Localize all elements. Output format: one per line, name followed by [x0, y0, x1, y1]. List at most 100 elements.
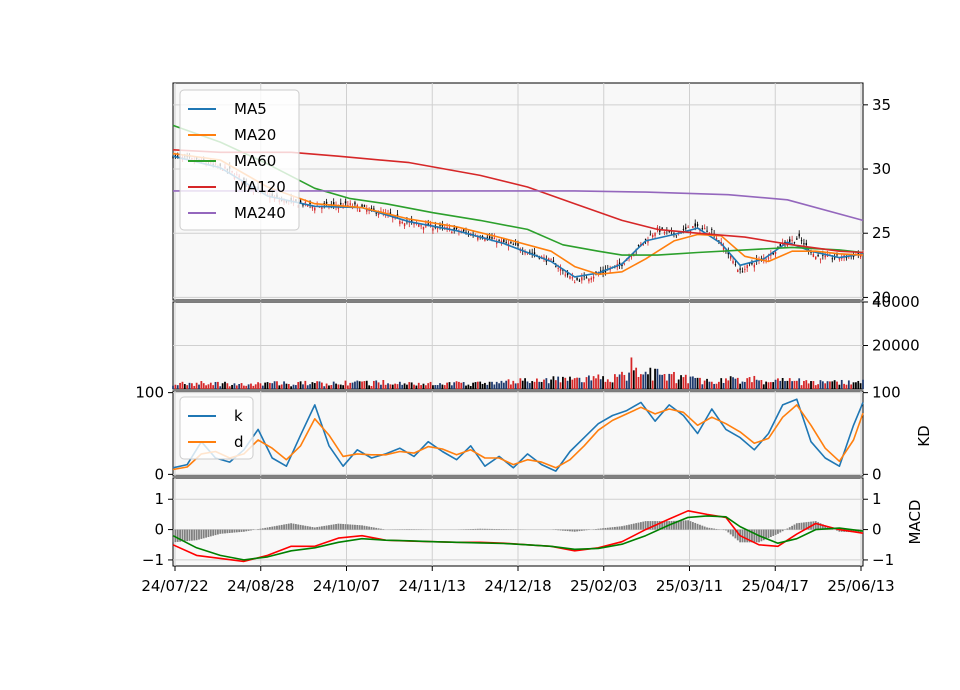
- volume-bar: [604, 381, 607, 389]
- volume-bar: [469, 386, 472, 389]
- volume-bar: [748, 377, 751, 389]
- macd-hist-bar: [198, 529, 200, 540]
- volume-bar: [358, 381, 361, 389]
- macd-hist-bar: [696, 523, 699, 530]
- macd-hist-bar: [191, 529, 193, 541]
- macd-left-tick-label-0: −1: [142, 551, 164, 569]
- candle-body: [172, 155, 174, 159]
- volume-bar: [713, 383, 716, 389]
- volume-bar: [644, 371, 647, 389]
- macd-hist-bar: [361, 525, 363, 530]
- macd-hist-bar: [212, 529, 215, 536]
- volume-bar: [394, 383, 397, 389]
- volume-bar: [519, 378, 522, 389]
- volume-bar: [613, 374, 616, 389]
- candle-body: [453, 227, 455, 230]
- macd-hist-bar: [725, 529, 727, 531]
- volume-bar: [420, 385, 423, 389]
- macd-hist-bar: [181, 529, 184, 542]
- legend-label-ma120: MA120: [234, 178, 286, 196]
- volume-bar: [592, 376, 595, 389]
- candle-body: [366, 208, 368, 212]
- candle-body: [299, 200, 302, 204]
- volume-bar: [276, 381, 278, 389]
- volume-bar: [606, 379, 609, 389]
- volume-bar: [746, 378, 749, 389]
- macd-hist-bar: [273, 526, 276, 530]
- candle-body: [399, 220, 401, 224]
- volume-bar: [852, 382, 855, 389]
- candle-body: [373, 208, 375, 210]
- candle-body: [732, 260, 734, 264]
- macd-hist-bar: [781, 529, 784, 532]
- volume-bar: [219, 386, 222, 389]
- volume-bar: [814, 385, 817, 389]
- candle-body: [751, 262, 753, 265]
- macd-hist-bar: [817, 522, 820, 530]
- volume-bar: [465, 385, 467, 389]
- macd-hist-bar: [330, 524, 333, 530]
- macd-hist-bar: [302, 525, 304, 530]
- volume-bar: [476, 381, 479, 389]
- macd-hist-bar: [486, 528, 489, 530]
- candle-body: [753, 264, 756, 268]
- volume-bar: [387, 383, 389, 389]
- legend-box: [179, 396, 254, 460]
- volume-bar: [311, 382, 314, 389]
- x-tick-label-6: 25/03/11: [656, 577, 723, 595]
- macd-hist-bar: [569, 529, 571, 532]
- volume-bar: [226, 383, 229, 389]
- volume-bar: [656, 368, 659, 389]
- volume-bar: [829, 381, 831, 389]
- candle-body: [571, 277, 574, 279]
- candle-body: [796, 238, 798, 240]
- macd-hist-bar: [479, 528, 482, 530]
- macd-hist-bar: [297, 524, 300, 530]
- macd-hist-bar: [566, 529, 569, 532]
- kd-axis-label: KD: [915, 425, 933, 446]
- candle-body: [401, 222, 403, 224]
- volume-bar: [599, 379, 602, 389]
- macd-hist-bar: [200, 529, 203, 539]
- macd-hist-bar: [701, 525, 704, 530]
- macd-y-ticks: −1 0 1: [863, 490, 894, 569]
- volume-bar: [736, 377, 739, 389]
- macd-hist-bar: [578, 529, 581, 532]
- macd-hist-bar: [339, 523, 342, 530]
- volume-bar: [254, 384, 257, 389]
- volume-bar: [632, 370, 635, 389]
- macd-hist-bar: [176, 529, 179, 542]
- macd-hist-bar: [684, 520, 687, 530]
- macd-hist-bar: [779, 529, 782, 533]
- legend-label-ma5: MA5: [234, 100, 267, 118]
- volume-bar: [299, 381, 302, 389]
- candle-body: [533, 252, 536, 255]
- macd-hist-bar: [736, 529, 739, 541]
- candle-body: [514, 243, 517, 245]
- volume-bar: [325, 383, 328, 389]
- volume-bar: [767, 382, 770, 389]
- candle-body: [692, 226, 694, 228]
- volume-bar: [491, 381, 493, 389]
- volume-bar: [458, 381, 460, 389]
- volume-bar: [205, 385, 207, 389]
- macd-hist-bar: [247, 529, 250, 531]
- volume-bar: [510, 384, 512, 389]
- macd-axis-label: MACD: [906, 500, 924, 545]
- macd-hist-bar: [656, 521, 659, 530]
- candle-body: [585, 277, 588, 279]
- volume-bar: [859, 383, 862, 389]
- candle-body: [765, 258, 767, 260]
- volume-bar: [784, 381, 786, 389]
- volume-bar: [642, 374, 645, 389]
- macd-hist-bar: [299, 524, 302, 530]
- macd-hist-bar: [491, 528, 493, 530]
- macd-hist-bar: [673, 520, 675, 530]
- macd-hist-bar: [332, 524, 335, 530]
- volume-bar: [812, 381, 815, 389]
- macd-hist-bar: [715, 528, 718, 530]
- macd-hist-bar: [807, 521, 810, 530]
- volume-bar: [805, 380, 808, 389]
- volume-bar: [209, 382, 212, 389]
- volume-bar: [408, 382, 411, 389]
